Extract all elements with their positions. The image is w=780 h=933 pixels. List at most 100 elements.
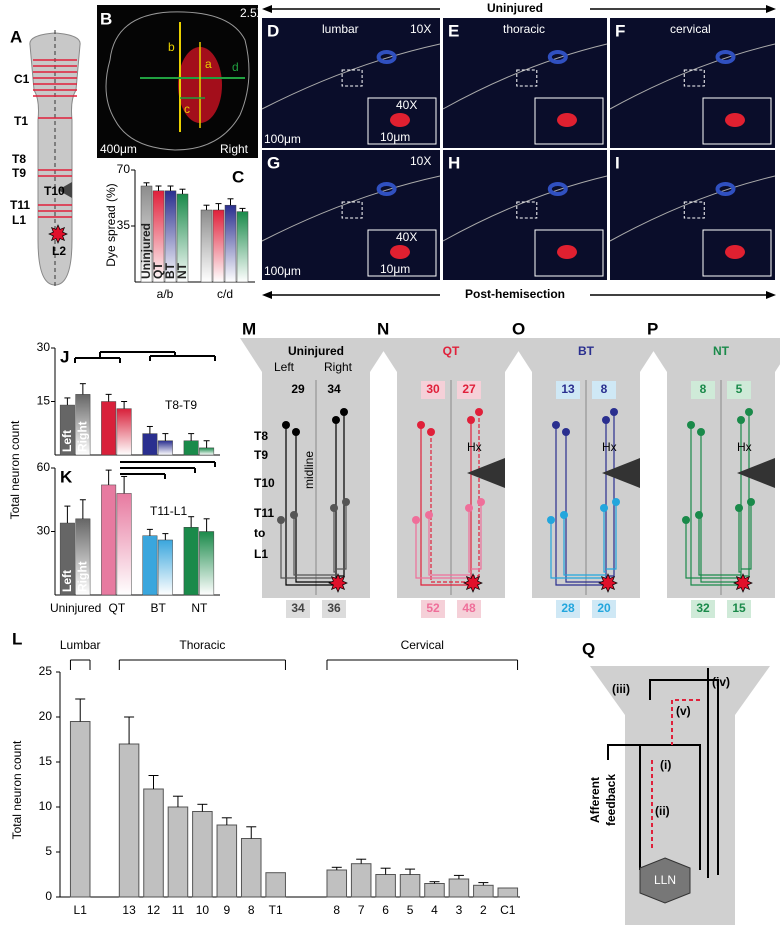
bar <box>199 531 215 596</box>
inset <box>534 97 604 145</box>
pathway <box>607 744 641 870</box>
count-bg <box>421 600 445 618</box>
x-tick-label: 6 <box>382 903 389 917</box>
label: H <box>448 153 460 172</box>
panel-letter: Q <box>582 639 595 658</box>
panel-letter: N <box>377 319 389 338</box>
legend-label: BT <box>163 262 177 279</box>
hemisection <box>467 458 505 488</box>
projection <box>743 412 750 577</box>
count-bg <box>691 600 715 618</box>
feedback-label: Afferent <box>588 777 602 823</box>
hemisection <box>602 458 640 488</box>
level-label: T8 <box>12 152 26 166</box>
count-top: 34 <box>327 382 341 396</box>
y-tick-label: 15 <box>39 754 53 768</box>
panel-letter: P <box>647 319 658 338</box>
canal <box>547 50 568 64</box>
y-tick-label: 15 <box>37 394 51 408</box>
bar <box>192 811 213 898</box>
arrow-head <box>766 5 776 13</box>
x-tick-label: 9 <box>223 903 230 917</box>
target-label: LLN <box>654 873 676 887</box>
tissue-boundary <box>261 175 441 242</box>
count-top: 8 <box>700 382 707 396</box>
neuron <box>725 113 745 127</box>
label: 40X <box>396 98 417 112</box>
projection <box>473 412 480 577</box>
x-tick-label: QT <box>109 601 126 615</box>
bar <box>224 204 237 283</box>
y-tick-label: 25 <box>39 664 53 678</box>
lesion-star <box>328 573 348 593</box>
label: 10X <box>410 154 431 168</box>
projection <box>563 515 606 576</box>
tissue-boundary <box>609 43 776 110</box>
count-bottom: 48 <box>462 601 476 615</box>
count-bottom: 34 <box>291 601 305 615</box>
level-label: T11 <box>254 506 274 520</box>
panel-letter: C <box>232 167 244 186</box>
lln <box>639 857 691 904</box>
cord-schematic <box>590 666 770 925</box>
legend-label: Left <box>60 570 74 592</box>
lesion-star <box>463 573 483 593</box>
canal <box>376 182 397 196</box>
panel-letter: J <box>60 347 69 366</box>
y-tick-label: 0 <box>45 889 52 903</box>
label-bg <box>440 0 590 18</box>
line-label: a <box>205 57 212 71</box>
x-tick-label: 7 <box>358 903 365 917</box>
neuron <box>557 113 577 127</box>
projection <box>415 520 471 579</box>
x-tick-label: 8 <box>333 903 340 917</box>
count-bg <box>727 600 751 618</box>
tissue-boundary <box>261 43 441 110</box>
roi-box <box>683 201 705 219</box>
label: 2.5X <box>240 6 265 20</box>
x-tick-label: 13 <box>122 903 136 917</box>
level-label: T9 <box>254 448 268 462</box>
projection <box>606 502 617 570</box>
label: D <box>267 21 279 40</box>
roi-box <box>341 69 363 87</box>
bar <box>183 440 199 456</box>
count-bottom: 20 <box>597 601 611 615</box>
bar <box>116 408 132 456</box>
count-top: 5 <box>736 382 743 396</box>
projection <box>741 502 752 570</box>
bar <box>101 484 117 596</box>
count-top: 8 <box>601 382 608 396</box>
projection <box>608 412 615 577</box>
cord-schematic <box>645 338 780 598</box>
projection <box>468 508 471 573</box>
label: I <box>615 153 620 172</box>
count-bottom: 36 <box>327 601 341 615</box>
count-bg <box>727 381 751 399</box>
pathway <box>649 679 719 875</box>
level-label: T8 <box>254 429 268 443</box>
bar <box>157 440 173 456</box>
neuron <box>557 245 577 259</box>
projection <box>338 412 345 577</box>
y-tick-label: 70 <box>117 162 131 176</box>
legend-label: Right <box>76 421 90 452</box>
count-bottom: 32 <box>696 601 710 615</box>
cord-outline <box>105 11 250 151</box>
projection <box>295 432 338 583</box>
y-axis-label: Dye spread (%) <box>104 183 118 266</box>
x-tick-label: L1 <box>74 903 88 917</box>
line-label: b <box>168 40 175 54</box>
label-bg <box>440 286 590 304</box>
count-bg <box>286 600 310 618</box>
bar <box>265 872 286 898</box>
bar <box>143 788 164 898</box>
level-label: T10 <box>254 476 275 490</box>
legend-label: Uninjured <box>139 223 153 279</box>
legend-label: Left <box>60 430 74 452</box>
hemisection <box>737 458 775 488</box>
bar <box>448 878 470 898</box>
canal <box>376 50 397 64</box>
tissue-boundary <box>442 175 608 242</box>
lesion-star <box>733 573 753 593</box>
